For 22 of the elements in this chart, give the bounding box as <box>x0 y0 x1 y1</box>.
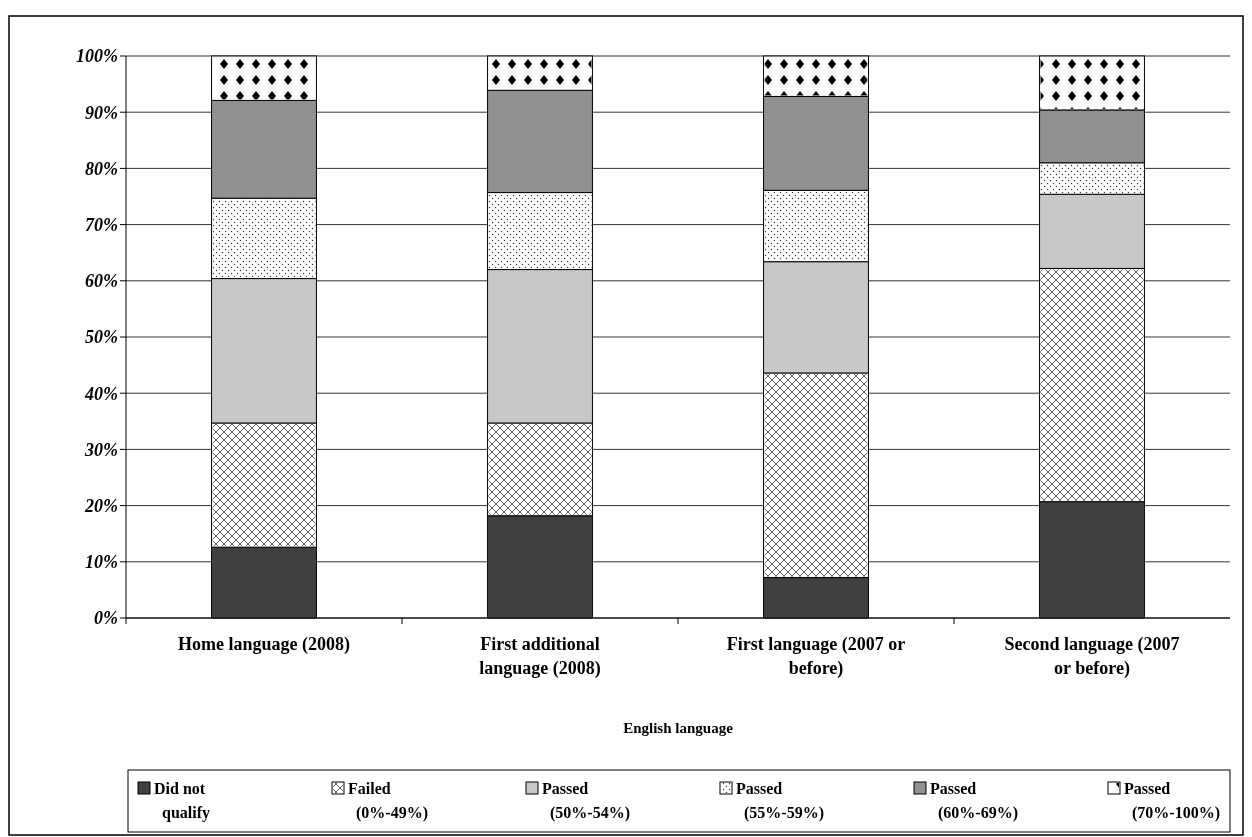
y-tick-label: 0% <box>94 608 118 629</box>
x-axis-title: English language <box>623 720 734 736</box>
y-tick-label: 20% <box>84 495 118 516</box>
legend-label: Passed (50%-54%) <box>542 780 630 822</box>
legend-label: Failed (0%-49%) <box>348 780 428 822</box>
legend-label: Passed (70%-100%) <box>1124 780 1220 822</box>
y-tick-label: 80% <box>85 158 118 179</box>
y-tick-label: 90% <box>85 102 118 123</box>
y-tick-label: 40% <box>84 383 118 404</box>
x-tick-label: First language (2007 or before) <box>726 634 906 679</box>
y-tick-label: 70% <box>85 214 118 235</box>
legend-label: Passed (55%-59%) <box>736 780 824 822</box>
y-tick-label: 30% <box>84 439 118 460</box>
legend-label: Passed (60%-69%) <box>930 780 1018 822</box>
y-tick-label: 10% <box>85 552 118 573</box>
y-tick-label: 50% <box>85 327 118 348</box>
x-tick-label: Second language (2007 or before) <box>1004 634 1180 679</box>
x-tick-label: Home language (2008) <box>178 634 350 655</box>
legend-label: Did not qualify <box>154 780 211 822</box>
x-tick-label: First additional language (2008) <box>479 634 601 679</box>
y-tick-label: 60% <box>85 271 118 292</box>
y-tick-label: 100% <box>76 46 118 67</box>
